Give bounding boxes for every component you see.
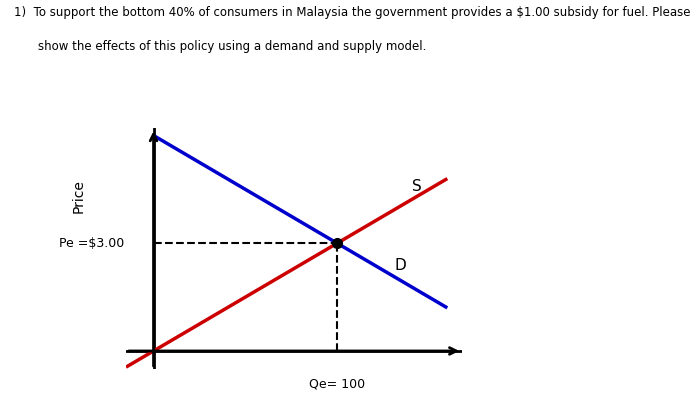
Text: 1)  To support the bottom 40% of consumers in Malaysia the government provides a: 1) To support the bottom 40% of consumer… xyxy=(14,6,690,19)
Text: Qe= 100: Qe= 100 xyxy=(309,378,365,391)
Text: show the effects of this policy using a demand and supply model.: show the effects of this policy using a … xyxy=(38,40,427,53)
Text: Pe =$3.00: Pe =$3.00 xyxy=(59,237,124,250)
Text: Price: Price xyxy=(72,179,86,213)
Text: D: D xyxy=(394,258,406,273)
Text: S: S xyxy=(412,179,422,194)
